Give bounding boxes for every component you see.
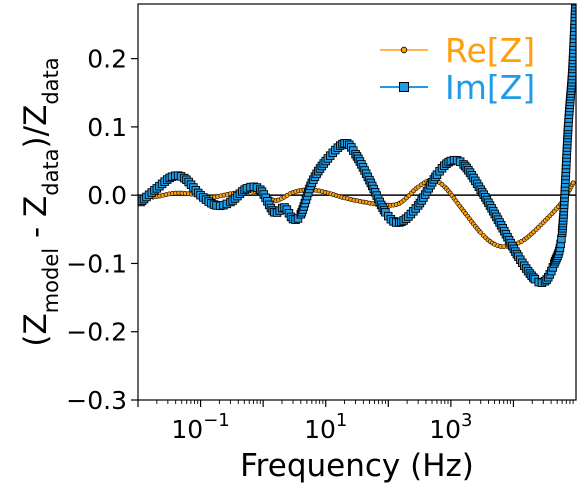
- y-tick-label: −0.3: [66, 386, 127, 415]
- legend-marker: [400, 46, 408, 54]
- legend-label: Im[Z]: [445, 68, 535, 107]
- legend-label: Re[Z]: [445, 31, 535, 70]
- x-tick-base: 10: [171, 415, 203, 444]
- y-tick-label: 0.2: [87, 45, 127, 74]
- y-tick-label: 0.0: [87, 181, 127, 210]
- y-tick-label: −0.1: [66, 249, 127, 278]
- x-tick-label: 101: [304, 410, 347, 444]
- x-tick-exponent: 3: [461, 410, 472, 431]
- re-z-point: [570, 180, 576, 186]
- plot-area: [138, 4, 576, 287]
- x-axis-title: Frequency (Hz): [240, 448, 474, 484]
- series-im-z: [138, 4, 576, 287]
- y-axis: 0.2 0.1 0.0 −0.1 −0.2 −0.3: [66, 45, 138, 415]
- x-tick-exponent: 1: [336, 410, 347, 431]
- series-layer: [138, 4, 576, 287]
- x-tick-exponent: −1: [203, 410, 230, 431]
- legend-marker: [399, 82, 409, 92]
- x-tick-base: 10: [304, 415, 336, 444]
- plot-frame: [137, 3, 577, 401]
- x-tick-label: 10−1: [171, 410, 229, 444]
- x-tick-label: 103: [429, 410, 472, 444]
- legend: Re[Z]Im[Z]: [380, 31, 535, 107]
- y-tick-label: 0.1: [87, 113, 127, 142]
- y-tick-label: −0.2: [66, 318, 127, 347]
- x-axis: 10−1 101 103: [137, 400, 574, 444]
- x-tick-base: 10: [429, 415, 461, 444]
